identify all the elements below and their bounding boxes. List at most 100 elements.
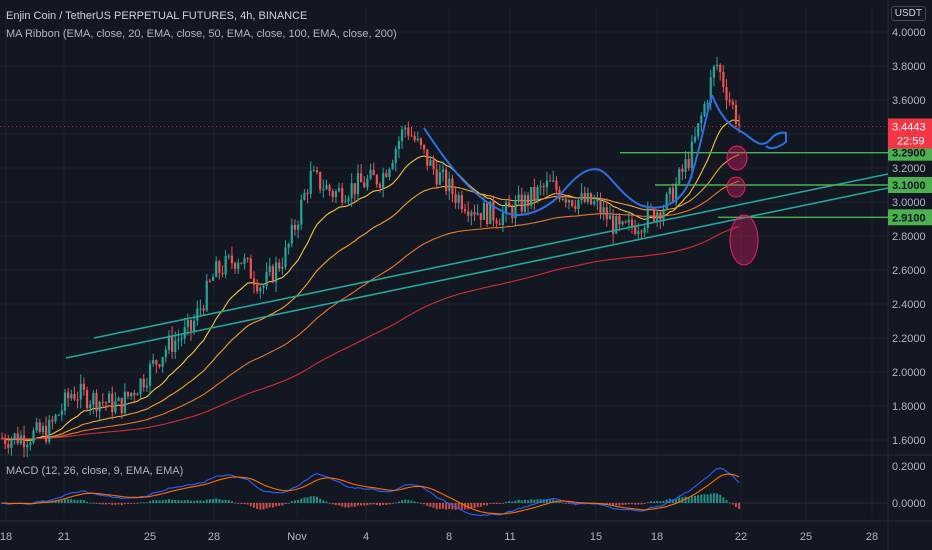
price-tick-label: 4.0000: [892, 27, 926, 39]
candle-body: [108, 393, 111, 403]
candle-body: [486, 203, 489, 225]
price-tick-label: 1.6000: [892, 435, 926, 447]
candle-body: [564, 198, 567, 203]
macd-histogram-bar: [284, 503, 287, 505]
macd-pane: [0, 467, 888, 517]
price-badge-value: 3.4443: [892, 121, 926, 133]
candle-body: [652, 208, 656, 222]
candle-body: [76, 399, 79, 401]
candle-body: [16, 433, 19, 444]
macd-histogram-bar: [104, 503, 107, 505]
candle-body: [693, 136, 697, 142]
drawings[interactable]: [0, 94, 889, 359]
candle-body: [448, 178, 451, 191]
macd-histogram-bar: [470, 503, 473, 509]
highlight-ellipse: [726, 176, 746, 198]
macd-histogram-bar: [161, 500, 164, 503]
macd-histogram-bar: [489, 503, 492, 504]
candle-body: [668, 187, 671, 195]
macd-histogram-bar: [665, 499, 668, 503]
macd-histogram-bar: [221, 500, 224, 503]
macd-histogram-bar: [530, 499, 533, 503]
macd-histogram-bar: [716, 493, 719, 503]
macd-histogram-bar: [193, 500, 196, 503]
macd-histogram-bar: [60, 500, 63, 503]
candle-body: [678, 168, 681, 184]
macd-histogram-bar: [706, 494, 709, 503]
price-tick-label: 3.8000: [892, 61, 926, 73]
macd-histogram-bar: [167, 499, 170, 503]
candle-body: [646, 207, 649, 228]
macd-histogram-bar: [634, 503, 637, 505]
candle-body: [67, 392, 70, 399]
candle-body: [139, 378, 142, 395]
macd-histogram-bar: [498, 503, 501, 505]
macd-histogram-bar: [293, 500, 296, 503]
x-tick-label: 18: [651, 531, 663, 543]
candle-body: [542, 186, 545, 188]
currency-badge[interactable]: USDT: [890, 6, 926, 21]
macd-histogram-bar: [309, 496, 312, 503]
candle-body: [262, 285, 265, 288]
macd-histogram-bar: [271, 503, 274, 508]
macd-histogram-bar: [218, 499, 221, 503]
candle-body: [687, 159, 690, 169]
candle-body: [287, 243, 290, 248]
macd-histogram-bar: [391, 503, 394, 504]
candle-body: [508, 202, 511, 208]
macd-histogram-bar: [224, 499, 227, 503]
macd-histogram-bar: [246, 503, 249, 505]
candle-body: [432, 160, 435, 170]
candle-body: [404, 127, 407, 130]
macd-histogram-bar: [492, 503, 495, 504]
candle-body: [577, 199, 580, 209]
candle-body: [580, 192, 583, 200]
macd-histogram-bar: [435, 503, 438, 510]
macd-histogram-bar: [202, 500, 205, 503]
candle-body: [451, 178, 454, 195]
macd-histogram-bar: [290, 501, 293, 503]
candle-body: [152, 360, 155, 364]
macd-histogram-bar: [533, 499, 536, 503]
candle-body: [482, 203, 486, 220]
macd-histogram-bar: [564, 503, 567, 504]
candle-body: [259, 287, 262, 292]
macd-histogram-bar: [89, 502, 92, 504]
candle-body: [454, 194, 457, 203]
price-tick-label: 1.8000: [892, 401, 926, 413]
macd-histogram-bar: [319, 498, 322, 503]
candle-body: [199, 308, 202, 310]
candle-body: [470, 212, 473, 216]
candle-body: [123, 391, 126, 414]
macd-histogram-bar: [338, 503, 341, 506]
macd-histogram-bar: [454, 503, 457, 510]
price-tick-label: 2.0000: [892, 367, 926, 379]
candle-body: [397, 141, 400, 150]
candle-body: [221, 272, 224, 275]
macd-histogram-bar: [687, 497, 690, 503]
candle-body: [265, 272, 268, 286]
x-tick-label: 25: [800, 531, 812, 543]
macd-histogram-bar: [243, 503, 246, 505]
macd-histogram-bar: [108, 503, 111, 505]
macd-histogram-bar: [728, 502, 731, 504]
macd-histogram-bar: [344, 503, 347, 508]
candle-body: [608, 215, 612, 220]
macd-histogram-bar: [79, 499, 82, 503]
candle-body: [400, 129, 404, 142]
macd-histogram-bar: [98, 503, 101, 505]
indicator-label: MA Ribbon (EMA, close, 20, EMA, close, 5…: [6, 28, 397, 40]
macd-histogram-bar: [363, 503, 366, 506]
macd-histogram-bar: [227, 500, 230, 503]
macd-histogram-bar: [505, 501, 507, 503]
candle-body: [167, 335, 171, 350]
candle-body: [344, 201, 347, 203]
candle-body: [274, 262, 278, 283]
macd-histogram-bar: [212, 498, 215, 503]
candle-body: [306, 192, 309, 194]
macd-histogram-bar: [432, 503, 435, 508]
macd-histogram-bar: [369, 503, 372, 505]
candle-body: [117, 397, 120, 402]
macd-histogram-bar: [508, 501, 511, 503]
